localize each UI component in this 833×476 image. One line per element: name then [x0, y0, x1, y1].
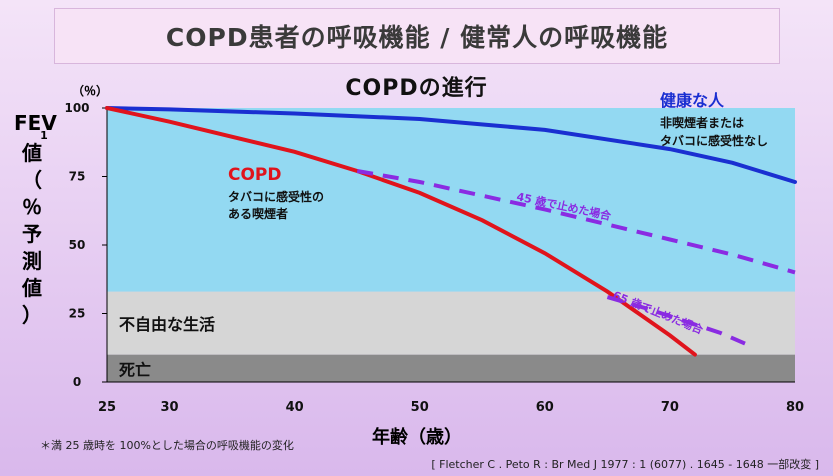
quit-smoking-line — [606, 295, 746, 346]
healthy-line — [105, 106, 797, 184]
healthy-desc: タバコに感受性なし — [660, 133, 768, 148]
citation: [ Fletcher C . Peto R : Br Med J 1977 : … — [431, 458, 819, 471]
y-axis-label-char: 予 — [22, 222, 42, 246]
x-tick-label: 70 — [661, 400, 679, 415]
y-axis-unit: （％） — [72, 84, 109, 98]
y-tick-label: 100 — [64, 101, 89, 115]
x-axis-label: 年齢（歳） — [372, 427, 462, 448]
quit-smoking-line — [356, 169, 796, 275]
y-axis-label-fev: FEV — [14, 111, 57, 135]
y-axis-label-char: （ — [22, 168, 42, 192]
y-tick-label: 75 — [69, 170, 86, 184]
copd-label: COPD — [228, 165, 282, 185]
y-axis-label-char: 値 — [22, 141, 42, 165]
chart-title: COPDの進行 — [345, 76, 488, 101]
copd-line — [105, 106, 697, 357]
y-axis-label: FEV 1 値 （ ％ 予 測 値 ） — [14, 110, 57, 329]
x-tick-label: 50 — [411, 400, 429, 415]
y-tick-label: 25 — [69, 307, 86, 321]
healthy-desc: 非喫煙者または — [660, 115, 744, 130]
y-axis-label-char: ） — [22, 303, 42, 327]
x-tick-label: 60 — [536, 400, 554, 415]
zone-label: 不自由な生活 — [119, 315, 215, 334]
x-tick-label: 80 — [786, 400, 804, 415]
zone-label: 死亡 — [119, 360, 151, 379]
y-axis-label-char: 測 — [22, 249, 42, 273]
zone-band — [107, 354, 795, 382]
x-tick-label: 25 — [98, 400, 116, 415]
y-tick-label: 0 — [73, 375, 81, 389]
copd-desc: タバコに感受性の — [228, 189, 324, 204]
x-tick-label: 40 — [286, 400, 304, 415]
y-axis-label-subscript: 1 — [40, 129, 48, 142]
y-tick-label: 50 — [69, 238, 86, 252]
x-tick-label: 30 — [160, 400, 178, 415]
y-axis-label-char: 値 — [22, 276, 42, 300]
y-axis-label-char: ％ — [22, 195, 42, 219]
zone-band — [107, 108, 795, 292]
footnote: ＊満 25 歳時を 100%とした場合の呼吸機能の変化 — [40, 439, 294, 452]
healthy-label: 健康な人 — [660, 91, 725, 110]
copd-desc: ある喫煙者 — [228, 206, 288, 221]
page-title: COPD患者の呼吸機能 / 健常人の呼吸機能 — [54, 8, 780, 64]
